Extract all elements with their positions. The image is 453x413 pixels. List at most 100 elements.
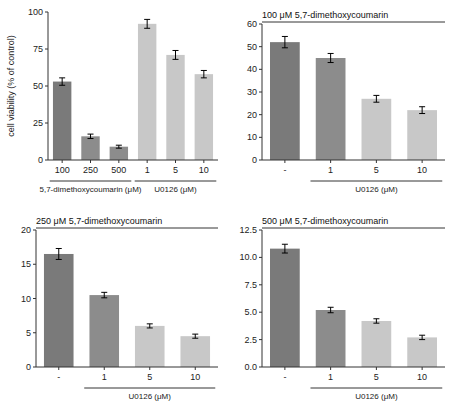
y-tick-label: 20	[21, 225, 31, 235]
x-tick	[147, 160, 148, 163]
bars	[270, 244, 437, 367]
bars	[53, 19, 213, 160]
x-axis	[36, 367, 218, 368]
error-stem	[58, 248, 59, 259]
error-cap	[192, 334, 198, 335]
x-tick-label: 1	[328, 165, 333, 175]
x-axis	[262, 367, 445, 368]
error-cap	[147, 327, 153, 328]
error-bar	[419, 107, 425, 114]
error-cap	[419, 335, 425, 336]
x-tick-label: 10	[417, 372, 427, 382]
group-bracket	[310, 181, 442, 182]
x-tick-label: 10	[417, 165, 427, 175]
error-bar	[328, 53, 334, 62]
y-tick-label: 12.5	[239, 225, 257, 235]
x-tick-label: -	[283, 165, 286, 175]
error-cap	[373, 318, 379, 319]
y-tick-label: 2.5	[244, 335, 257, 345]
error-cap	[116, 148, 122, 149]
x-tick	[330, 160, 331, 163]
x-tick-label: 500	[111, 165, 126, 175]
x-tick	[118, 160, 119, 163]
y-tick	[259, 160, 262, 161]
error-cap	[282, 244, 288, 245]
y-tick-label: 0	[26, 362, 31, 372]
error-bar	[56, 248, 62, 259]
bar	[362, 321, 392, 367]
y-tick-label: 50	[247, 42, 257, 52]
bar	[89, 295, 119, 367]
y-tick-label: 60	[247, 19, 257, 29]
error-cap	[373, 102, 379, 103]
error-cap	[373, 323, 379, 324]
error-cap	[56, 259, 62, 260]
y-tick-label: 0.0	[244, 362, 257, 372]
bar	[195, 74, 213, 160]
error-cap	[173, 59, 179, 60]
group-label: U0126 (μM)	[129, 392, 172, 401]
error-cap	[144, 19, 150, 20]
group-bracket	[50, 181, 132, 182]
x-tick	[330, 367, 331, 370]
x-tick-label: 1	[145, 165, 150, 175]
title-overline	[262, 228, 445, 229]
bar	[53, 82, 71, 160]
x-tick	[62, 160, 63, 163]
y-tick-label: 5.0	[244, 307, 257, 317]
error-cap	[101, 292, 107, 293]
y-tick-label: 25	[33, 118, 43, 128]
y-tick	[33, 264, 36, 265]
error-stem	[376, 95, 377, 102]
y-tick	[45, 123, 48, 124]
y-tick	[33, 230, 36, 231]
bar	[110, 147, 128, 160]
figure: 025507510010025050015105,7-dimethoxycoum…	[0, 0, 453, 413]
error-cap	[328, 62, 334, 63]
error-stem	[90, 134, 91, 138]
error-stem	[147, 19, 148, 28]
y-tick-label: 15	[21, 259, 31, 269]
error-cap	[373, 95, 379, 96]
panel: 0102030405060-1510U0126 (μM)100 μM 5,7-d…	[247, 10, 445, 194]
error-cap	[282, 36, 288, 37]
error-stem	[330, 307, 331, 312]
x-tick-label: 250	[83, 165, 98, 175]
error-bar	[88, 134, 94, 138]
error-cap	[201, 77, 207, 78]
x-tick	[284, 367, 285, 370]
y-tick	[259, 230, 262, 231]
error-bar	[173, 50, 179, 59]
y-tick	[259, 69, 262, 70]
error-bar	[192, 334, 198, 338]
panel-title: 500 μM 5,7-dimethoxycoumarin	[262, 216, 388, 226]
y-tick	[45, 49, 48, 50]
group-label: U0126 (μM)	[154, 185, 197, 194]
bar	[316, 58, 346, 160]
y-tick	[33, 367, 36, 368]
y-axis	[262, 230, 263, 367]
y-tick	[259, 284, 262, 285]
error-cap	[328, 53, 334, 54]
group-bracket	[135, 181, 217, 182]
title-overline	[36, 228, 218, 229]
error-stem	[175, 50, 176, 59]
error-bar	[373, 319, 379, 323]
x-tick	[376, 367, 377, 370]
y-tick	[259, 114, 262, 115]
error-bar	[116, 145, 122, 148]
error-cap	[419, 106, 425, 107]
error-stem	[422, 335, 423, 339]
y-tick-label: 40	[247, 64, 257, 74]
error-cap	[144, 28, 150, 29]
error-stem	[195, 334, 196, 338]
x-tick-label: 5	[374, 165, 379, 175]
x-tick-label: 10	[199, 165, 209, 175]
error-cap	[419, 113, 425, 114]
error-cap	[419, 339, 425, 340]
y-tick-label: 0	[252, 155, 257, 165]
x-tick	[284, 160, 285, 163]
y-tick	[259, 24, 262, 25]
error-cap	[173, 50, 179, 51]
bar	[407, 337, 437, 367]
